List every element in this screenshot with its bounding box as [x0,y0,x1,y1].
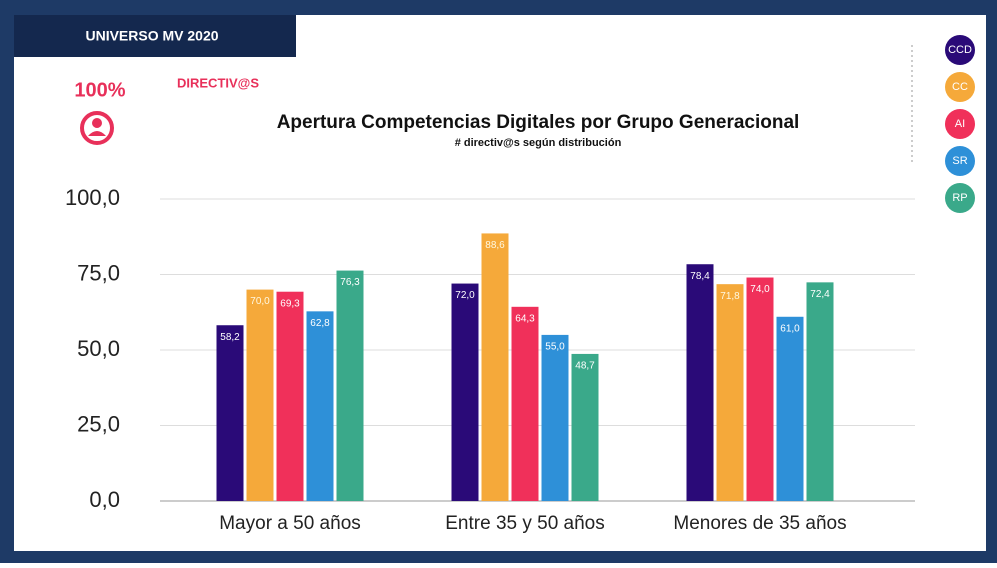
value-label: 62,8 [310,318,330,329]
bar [481,233,509,502]
legend-marker [945,146,975,176]
legend-label: CC [952,81,968,93]
chart-subtitle: # directiv@s según distribución [455,137,622,149]
y-tick-label: 0,0 [89,487,120,512]
x-tick-label: Menores de 35 años [673,513,846,534]
value-label: 55,0 [545,342,565,353]
value-label: 72,4 [810,289,830,300]
value-label: 76,3 [340,277,360,288]
value-label: 71,8 [720,291,740,302]
legend-marker [945,35,975,65]
y-tick-label: 100,0 [65,185,120,210]
bar [806,282,834,501]
value-label: 72,0 [455,290,475,301]
y-tick-label: 25,0 [77,411,120,436]
value-label: 61,0 [780,323,800,334]
bar [746,277,774,501]
legend-marker [945,183,975,213]
x-tick-label: Entre 35 y 50 años [445,513,605,534]
chart-title: Apertura Competencias Digitales por Grup… [277,112,800,133]
value-label: 64,3 [515,313,535,324]
percent: 100% [74,79,125,101]
bar [511,306,539,501]
value-label: 70,0 [250,296,270,307]
legend-marker [945,72,975,102]
bar [216,325,244,501]
legend-marker [945,109,975,139]
bar [246,289,274,501]
legend-label: CCD [948,44,972,56]
bar [571,353,599,501]
bar [716,284,744,501]
bar [336,270,364,501]
legend-label: AI [955,118,965,130]
value-label: 58,2 [220,332,240,343]
bar [541,334,569,501]
user-icon-head [92,118,102,128]
value-label: 69,3 [280,298,300,309]
x-tick-label: Mayor a 50 años [219,513,361,534]
bar [686,264,714,501]
legend-label: SR [952,155,967,167]
value-label: 48,7 [575,361,595,372]
user-icon-body [88,131,106,136]
segment: DIRECTIV@S [177,75,259,90]
badge [14,15,296,57]
bar [451,283,479,501]
user-icon [80,111,114,145]
bar [276,291,304,501]
y-tick-label: 75,0 [77,260,120,285]
legend-label: RP [952,192,967,204]
badge-text: UNIVERSO MV 2020 [85,28,218,44]
value-label: 88,6 [485,240,505,251]
bar [776,316,804,501]
bar [306,311,334,501]
value-label: 74,0 [750,284,770,295]
value-label: 78,4 [690,271,710,282]
y-tick-label: 50,0 [77,336,120,361]
